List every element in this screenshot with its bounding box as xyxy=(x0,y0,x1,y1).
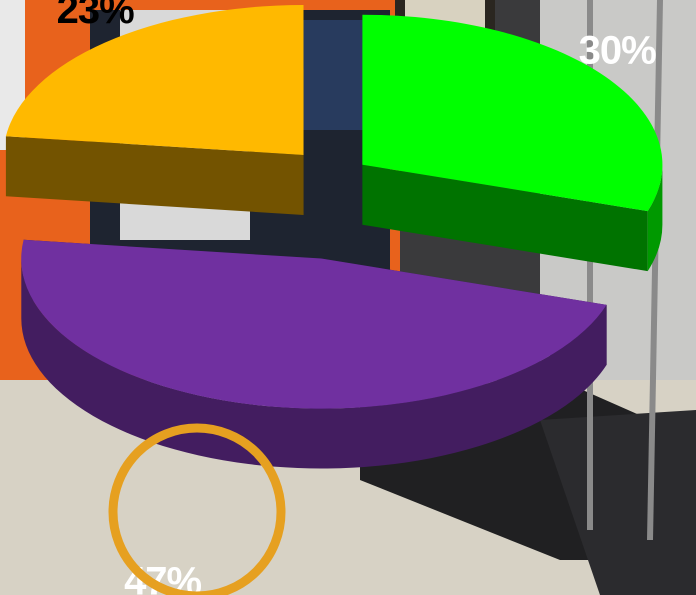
slice-top xyxy=(5,5,304,155)
pie xyxy=(5,5,663,469)
slice-side xyxy=(21,258,607,469)
slice-top xyxy=(362,14,663,212)
slice-top xyxy=(21,239,607,409)
data-label: 23% xyxy=(57,0,134,32)
data-label: 30% xyxy=(579,29,656,73)
highlight-circle xyxy=(108,423,286,595)
pie-slice xyxy=(21,239,607,469)
slice-wall xyxy=(5,136,304,215)
pie-slice xyxy=(5,5,304,215)
pie-slice xyxy=(362,14,663,272)
slice-wall xyxy=(362,164,648,272)
slice-side xyxy=(647,164,663,272)
